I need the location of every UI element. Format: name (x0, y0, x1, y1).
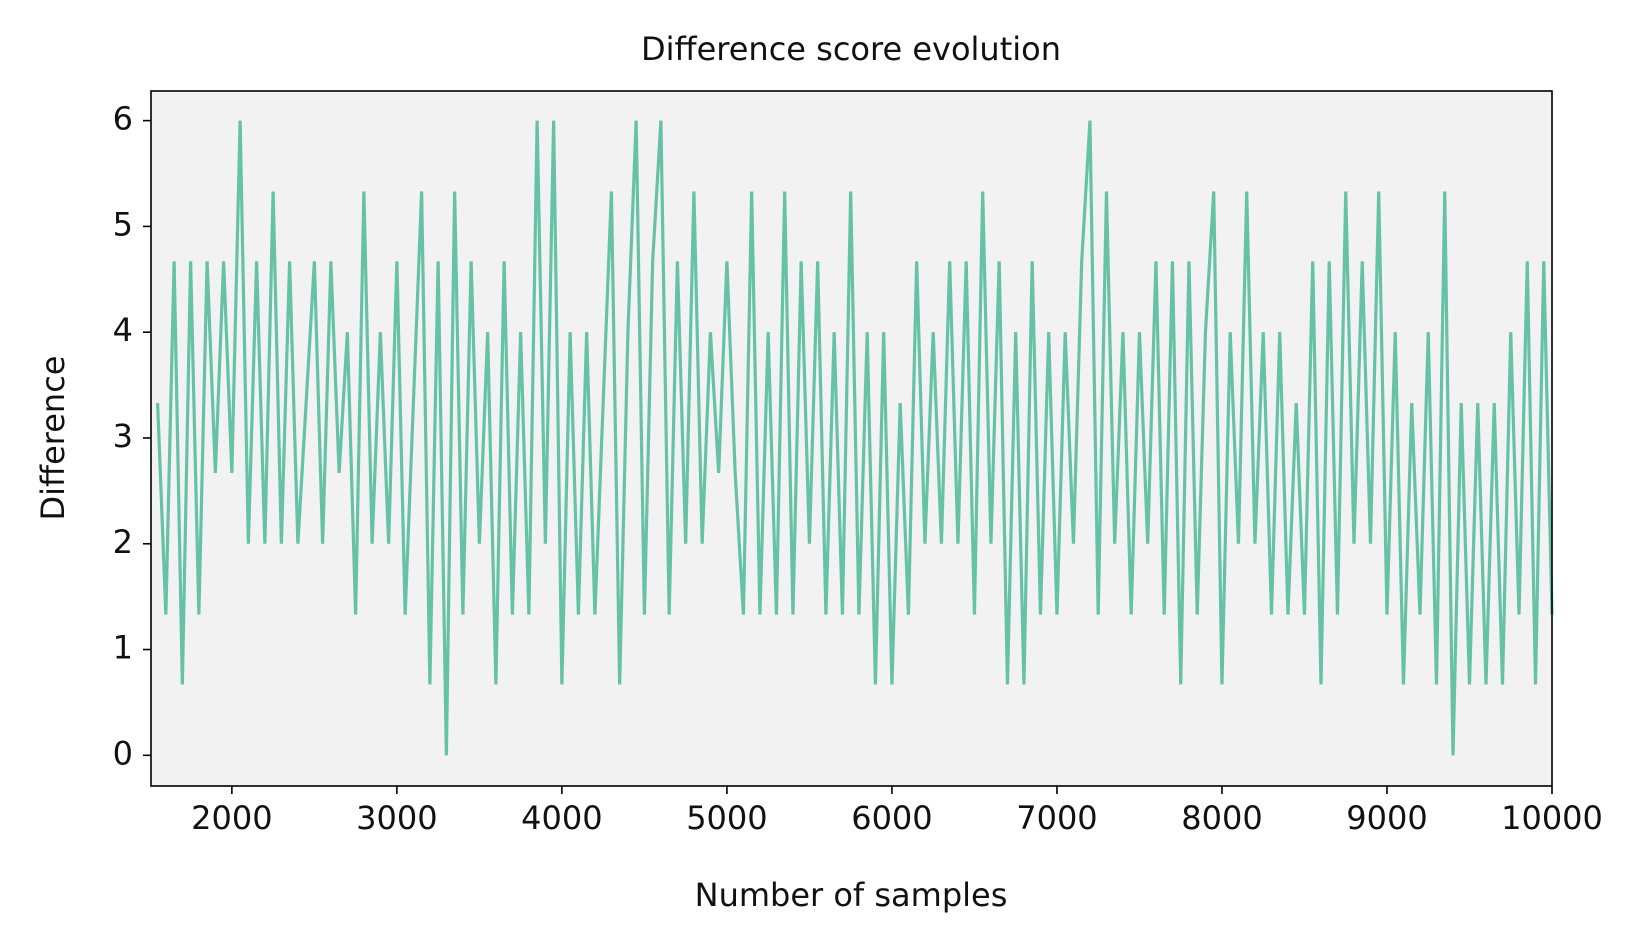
x-tick-label: 3000 (356, 799, 437, 837)
data-line (156, 120, 1554, 756)
x-tick-label: 7000 (1016, 799, 1097, 837)
y-tick-label: 5 (113, 205, 133, 243)
x-tick-label: 5000 (686, 799, 767, 837)
chart-title: Difference score evolution (641, 30, 1061, 68)
x-tick-label: 8000 (1181, 799, 1262, 837)
y-tick-label: 3 (113, 417, 133, 455)
y-tick-label: 6 (113, 100, 133, 138)
y-tick-label: 4 (113, 311, 133, 349)
x-tick-label: 2000 (191, 799, 272, 837)
y-tick-label: 1 (113, 629, 133, 667)
x-tick-label: 4000 (521, 799, 602, 837)
x-axis-label: Number of samples (695, 876, 1008, 914)
y-axis-label: Difference (34, 356, 72, 521)
y-tick-label: 2 (113, 523, 133, 561)
x-tick-label: 10000 (1501, 799, 1603, 837)
x-tick-label: 9000 (1346, 799, 1427, 837)
y-tick-label: 0 (113, 734, 133, 772)
x-tick-label: 6000 (851, 799, 932, 837)
